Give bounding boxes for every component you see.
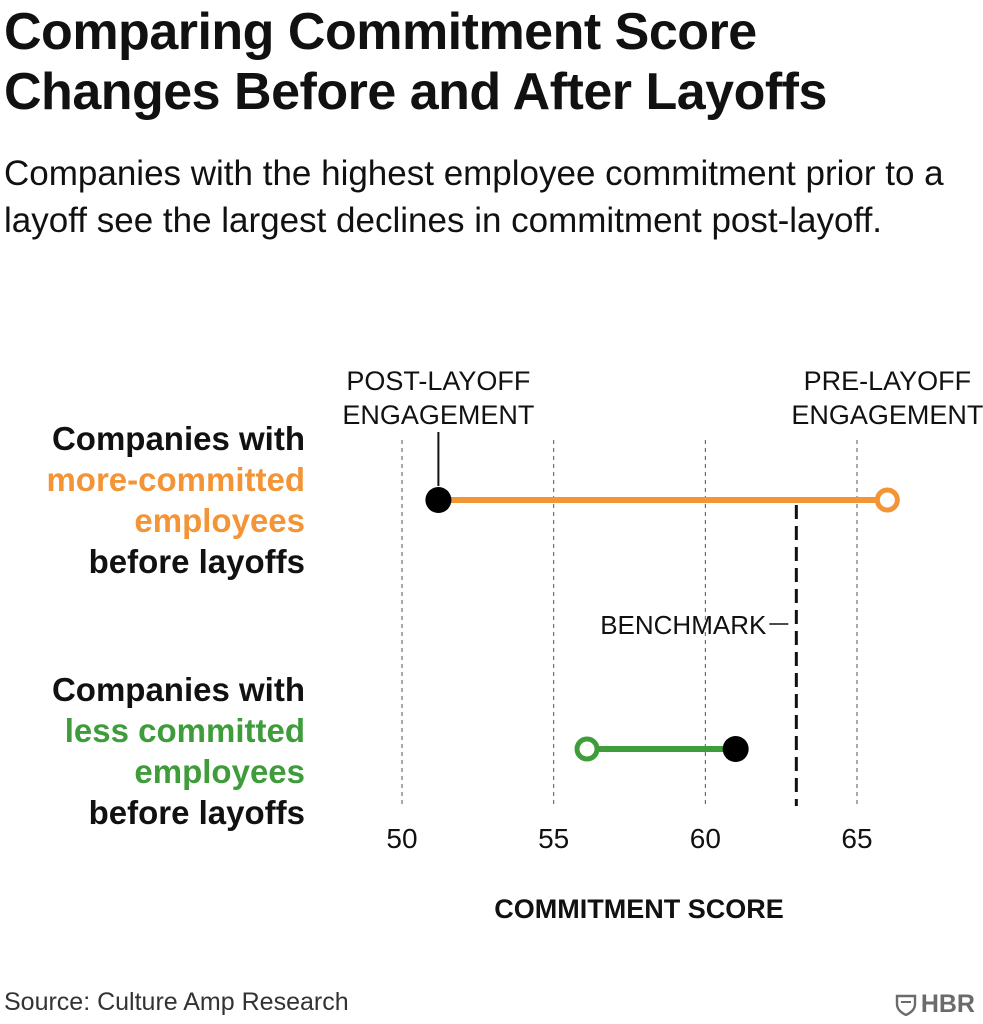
shield-icon xyxy=(895,994,917,1016)
row-label-line: Companies with xyxy=(51,420,305,457)
post-layoff-annotation: POST-LAYOFF xyxy=(346,366,530,396)
x-tick-label: 50 xyxy=(386,823,417,854)
pre-layoff-annotation: ENGAGEMENT xyxy=(791,400,983,430)
x-tick-label: 65 xyxy=(841,823,872,854)
row-label-more-committed: Companies with more-committed employees … xyxy=(5,418,305,582)
row-label-line: before layoffs xyxy=(88,794,305,831)
chart-subtitle: Companies with the highest employee comm… xyxy=(4,154,944,240)
row-label-highlight: less committed xyxy=(64,712,305,749)
pre-layoff-annotation: PRE-LAYOFF xyxy=(804,366,972,396)
x-axis-label: COMMITMENT SCORE xyxy=(494,894,784,924)
row-label-line: Companies with xyxy=(51,671,305,708)
row-label-highlight: employees xyxy=(134,753,305,790)
row-label-highlight: employees xyxy=(134,502,305,539)
benchmark-label: BENCHMARK xyxy=(600,610,767,640)
post-layoff-point xyxy=(425,487,452,513)
post-layoff-point xyxy=(722,736,749,762)
chart-title: Comparing Commitment Score Changes Befor… xyxy=(4,3,827,121)
pre-layoff-point xyxy=(874,487,900,513)
x-tick-label: 60 xyxy=(690,823,721,854)
row-label-highlight: more-committed xyxy=(46,461,305,498)
dumbbell-chart: BENCHMARK POST-LAYOFF ENGAGEMENT PRE-LAYOFF… xyxy=(342,366,983,924)
hbr-logo: HBR xyxy=(895,990,975,1019)
logo-text: HBR xyxy=(920,990,975,1018)
post-layoff-annotation: ENGAGEMENT xyxy=(342,400,534,430)
x-tick-label: 55 xyxy=(538,823,569,854)
row-label-less-committed: Companies with less committed employees … xyxy=(5,669,305,833)
row-label-line: before layoffs xyxy=(88,543,305,580)
source-note: Source: Culture Amp Research xyxy=(4,988,349,1016)
pre-layoff-point xyxy=(574,736,600,762)
